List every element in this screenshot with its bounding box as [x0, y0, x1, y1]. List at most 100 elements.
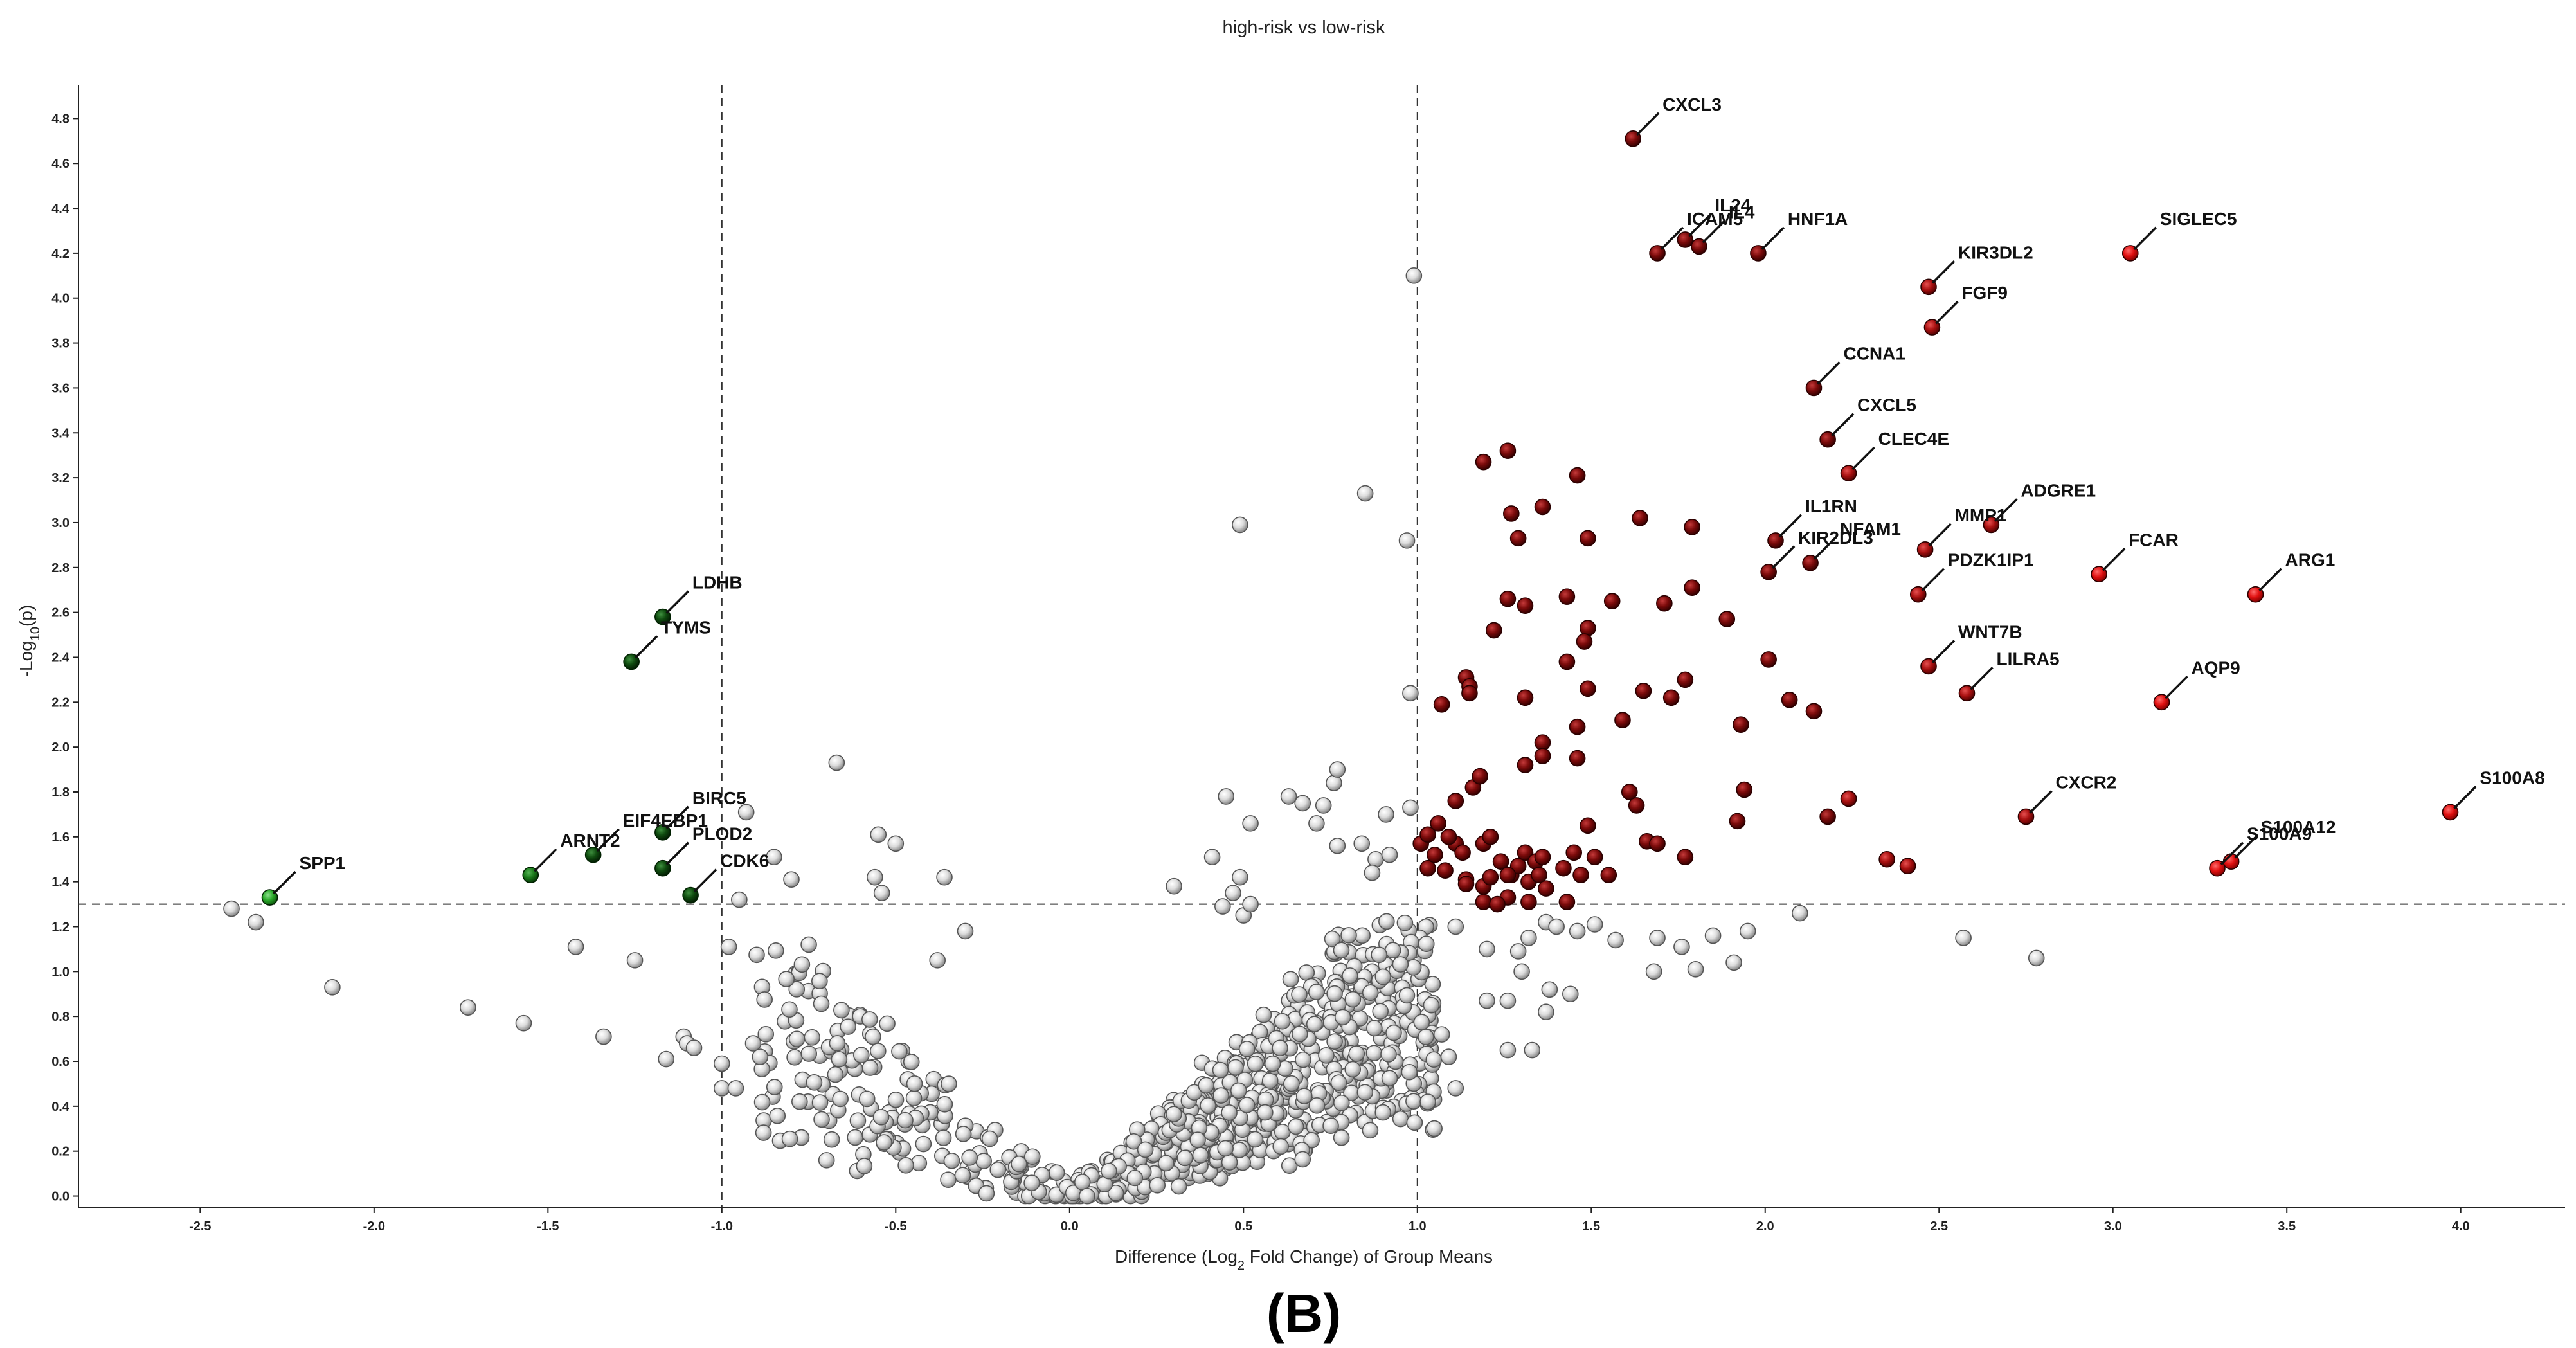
gene-label-kir3dl2: KIR3DL2: [1958, 242, 2033, 262]
gene-label-cxcl3: CXCL3: [1662, 94, 1722, 114]
ns-point: [853, 1047, 870, 1064]
x-tick-label: 2.0: [1756, 1219, 1774, 1234]
up-point: [1569, 467, 1586, 484]
up-point: [1684, 579, 1700, 597]
ns-point: [1402, 799, 1419, 816]
ns-point: [1423, 996, 1440, 1014]
ns-point: [1212, 1087, 1230, 1104]
ns-point: [813, 1111, 830, 1128]
y-tick-label: 1.0: [51, 965, 69, 979]
ns-point: [1218, 788, 1235, 805]
up-point: [1433, 696, 1450, 713]
ns-point: [1048, 1164, 1065, 1181]
ns-point: [1227, 1059, 1244, 1076]
y-tick-label: 0.4: [51, 1100, 70, 1114]
ns-point: [1509, 943, 1527, 960]
up-point: [1736, 781, 1753, 798]
up-point: [1509, 530, 1527, 547]
up-point: [1492, 853, 1509, 870]
ns-point: [1447, 1080, 1464, 1097]
ns-point: [891, 1043, 908, 1060]
ns-point: [1158, 1155, 1175, 1172]
ns-point: [731, 891, 748, 908]
ns-point: [1333, 942, 1350, 959]
up-point: [1419, 826, 1436, 843]
y-tick-label: 2.2: [51, 696, 69, 710]
chart-title: high-risk vs low-risk: [1223, 17, 1385, 38]
y-tick-label: 3.8: [51, 337, 69, 351]
ns-point: [1023, 1174, 1040, 1191]
ns-point: [1362, 984, 1379, 1001]
ns-point: [1562, 985, 1579, 1003]
gene-label-il24: IL24: [1715, 195, 1751, 215]
gene-label-tyms: TYMS: [661, 617, 711, 637]
ns-point: [788, 1030, 806, 1047]
up-point: [1558, 894, 1576, 910]
ns-point: [1291, 986, 1308, 1003]
ns-point: [1280, 788, 1297, 805]
ns-point: [567, 939, 584, 955]
ns-point: [1425, 1051, 1443, 1068]
ns-point: [720, 939, 737, 955]
label-leader: [2234, 834, 2258, 859]
y-tick-label: 4.2: [51, 247, 69, 261]
ns-point: [1242, 815, 1259, 832]
up-point: [1580, 530, 1596, 547]
x-tick-label: 0.5: [1234, 1219, 1252, 1234]
up-point: [1430, 815, 1447, 832]
up-point: [1558, 653, 1576, 670]
ns-point: [1287, 1118, 1304, 1135]
ns-point: [1298, 964, 1315, 981]
ns-point: [786, 1048, 803, 1066]
ns-point: [873, 885, 890, 901]
up-point: [1580, 817, 1596, 834]
ns-point: [865, 1028, 881, 1045]
ns-point: [915, 1135, 932, 1153]
ns-point: [744, 1035, 762, 1052]
ns-point: [714, 1055, 730, 1072]
ns-point: [903, 1054, 920, 1070]
ns-point: [2028, 949, 2045, 967]
ns-point: [858, 1090, 876, 1108]
ns-point: [1348, 1045, 1365, 1062]
ns-point: [887, 1092, 905, 1108]
ns-point: [1381, 1070, 1398, 1087]
ns-point: [1499, 992, 1517, 1009]
ns-point: [1272, 1138, 1289, 1155]
ns-point: [1295, 1051, 1311, 1068]
up-point: [1649, 835, 1666, 852]
ns-point: [1645, 963, 1662, 980]
ns-point: [1326, 985, 1343, 1002]
up-point: [1538, 880, 1554, 897]
ns-point: [1353, 835, 1371, 852]
ns-point: [1203, 849, 1221, 866]
ns-point: [954, 1167, 971, 1184]
ns-point: [768, 942, 784, 959]
label-leader: [1830, 413, 1855, 436]
ns-point: [737, 804, 755, 821]
ns-point: [1381, 846, 1398, 863]
ns-point: [811, 1094, 829, 1111]
ns-point: [626, 952, 644, 969]
ns-point: [1107, 1184, 1124, 1201]
label-leader: [1970, 667, 1994, 690]
ns-point: [783, 871, 800, 888]
ns-point: [897, 1157, 914, 1174]
up-point: [1534, 498, 1551, 516]
up-point: [1509, 858, 1527, 875]
ns-point: [1374, 968, 1392, 985]
ns-point: [906, 1075, 923, 1092]
ns-point: [1295, 1088, 1313, 1104]
ns-point: [876, 1134, 892, 1151]
ns-point: [1739, 922, 1756, 940]
ns-point: [1322, 1117, 1339, 1134]
label-leader: [1931, 640, 1956, 663]
ns-point: [1101, 1162, 1117, 1180]
y-tick-label: 3.4: [51, 426, 70, 440]
ns-point: [1392, 956, 1409, 973]
ns-point: [1294, 1151, 1311, 1168]
up-point: [1440, 829, 1457, 845]
ns-point: [1166, 1106, 1182, 1122]
ns-point: [1792, 904, 1808, 922]
